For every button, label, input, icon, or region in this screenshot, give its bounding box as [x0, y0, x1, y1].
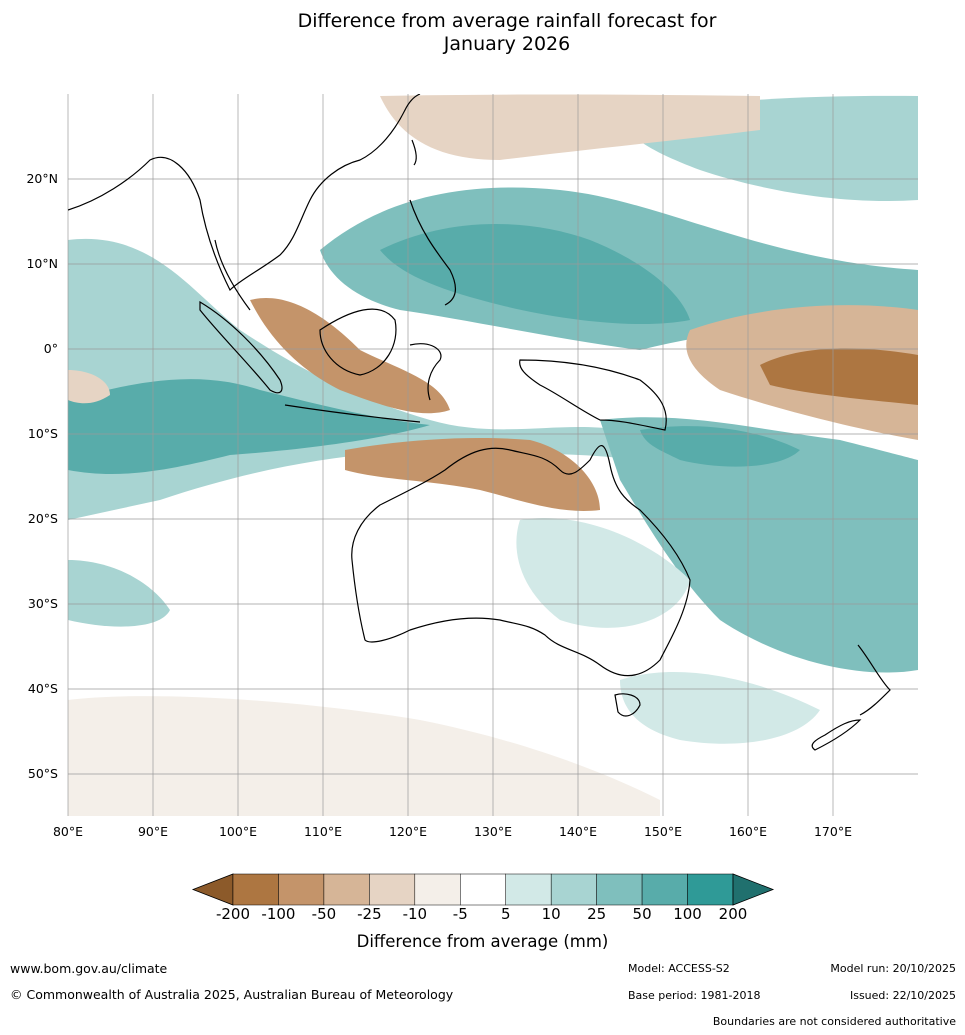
- lon-tick-label: 140°E: [559, 824, 597, 839]
- colorbar-swatch: [323, 873, 370, 906]
- dry-region-sumatra: [250, 298, 450, 414]
- lon-tick-label: 120°E: [389, 824, 427, 839]
- colorbar-swatch: [505, 873, 552, 906]
- lon-tick-label: 100°E: [219, 824, 257, 839]
- colorbar-swatch: [414, 873, 461, 906]
- colorbar-tick-label: -10: [402, 905, 428, 923]
- lon-tick-label: 170°E: [814, 824, 852, 839]
- lat-tick-label: 40°S: [28, 681, 58, 696]
- wet-region-tasman: [620, 671, 820, 744]
- wet-region-philippines-core: [380, 223, 690, 325]
- colorbar: [191, 873, 775, 906]
- map-title: Difference from average rainfall forecas…: [0, 10, 965, 56]
- colorbar-extend-low: [191, 873, 234, 906]
- wet-region-southwest: [68, 560, 170, 627]
- colorbar-tick-label: 200: [718, 905, 748, 923]
- title-line-1: Difference from average rainfall forecas…: [297, 10, 717, 32]
- copyright-text: © Commonwealth of Australia 2025, Austra…: [10, 987, 454, 1002]
- colorbar-swatch: [278, 873, 325, 906]
- colorbar-tick-label: 100: [673, 905, 702, 923]
- boundaries-disclaimer: Boundaries are not considered authoritat…: [712, 1015, 956, 1028]
- anomaly-fields: [68, 94, 918, 816]
- colorbar-tick-label: -200: [215, 905, 251, 923]
- colorbar-tick-label: 50: [632, 905, 652, 923]
- australia-outline: [351, 445, 691, 677]
- model-run: Model run: 20/10/2025: [830, 962, 956, 975]
- lon-tick-label: 130°E: [474, 824, 512, 839]
- colorbar-tick-label: -5: [452, 905, 468, 923]
- philippines-outline: [409, 199, 457, 306]
- colorbar-title: Difference from average (mm): [356, 932, 609, 951]
- dry-region-south-china: [380, 94, 760, 160]
- new-zealand-south-outline: [811, 719, 862, 751]
- colorbar-swatch: [596, 873, 643, 906]
- lat-tick-label: 10°N: [26, 256, 58, 271]
- colorbar-tick-label: 5: [500, 905, 511, 923]
- model-name: Model: ACCESS-S2: [628, 962, 730, 975]
- colorbar-tick-label: 10: [541, 905, 561, 923]
- dry-region-west-indian: [68, 370, 110, 404]
- coastlines: [68, 94, 891, 751]
- lat-tick-label: 20°S: [28, 511, 58, 526]
- java-outline: [284, 404, 421, 423]
- lon-tick-label: 110°E: [304, 824, 342, 839]
- colorbar-tick-label: 25: [587, 905, 607, 923]
- colorbar-tick-label: -25: [357, 905, 382, 923]
- colorbar-tick-label: -100: [261, 905, 296, 923]
- colorbar-tick-label: -50: [311, 905, 337, 923]
- lon-tick-label: 90°E: [138, 824, 168, 839]
- colorbar-swatch: [232, 873, 279, 906]
- base-period: Base period: 1981-2018: [628, 989, 761, 1002]
- taiwan-outline: [411, 139, 417, 166]
- dry-region-pacific-core: [760, 348, 918, 405]
- graticule: [67, 94, 918, 816]
- colorbar-swatch: [641, 873, 688, 906]
- sulawesi-outline: [409, 343, 442, 401]
- lon-tick-label: 80°E: [53, 824, 83, 839]
- lat-tick-label: 50°S: [28, 766, 58, 781]
- title-line-2: January 2026: [443, 33, 571, 55]
- lon-tick-label: 150°E: [644, 824, 682, 839]
- wet-region-coral-sea: [600, 417, 918, 673]
- colorbar-extend-high: [732, 873, 775, 906]
- lat-tick-label: 20°N: [26, 171, 58, 186]
- malay-peninsula-outline: [214, 239, 251, 311]
- colorbar-swatch: [687, 873, 734, 906]
- website-link[interactable]: www.bom.gov.au/climate: [10, 961, 168, 976]
- wet-region-central-australia: [516, 518, 690, 628]
- sumatra-outline: [199, 300, 283, 394]
- dry-region-southern-ocean: [68, 696, 660, 816]
- colorbar-swatch: [460, 873, 506, 906]
- asia-mainland-outline: [68, 94, 421, 292]
- wet-region-indian-ocean-core: [68, 379, 430, 475]
- lat-tick-label: 30°S: [28, 596, 58, 611]
- lon-tick-label: 160°E: [729, 824, 767, 839]
- axis-labels: 80°E 90°E 100°E 110°E 120°E 130°E 140°E …: [26, 171, 852, 839]
- borneo-outline: [319, 308, 397, 376]
- new-guinea-outline: [519, 359, 667, 431]
- new-zealand-north-outline: [857, 644, 891, 716]
- tasmania-outline: [614, 693, 641, 717]
- colorbar-tick-labels: -200 -100 -50 -25 -10 -5 5 10 25 50 100 200: [0, 905, 965, 927]
- lat-tick-label: 0°: [44, 341, 58, 356]
- issued-date: Issued: 22/10/2025: [849, 989, 956, 1002]
- wet-region-coral-sea-core: [640, 426, 800, 467]
- colorbar-swatch: [369, 873, 416, 906]
- colorbar-swatch: [550, 873, 597, 906]
- lat-tick-label: 10°S: [28, 426, 58, 441]
